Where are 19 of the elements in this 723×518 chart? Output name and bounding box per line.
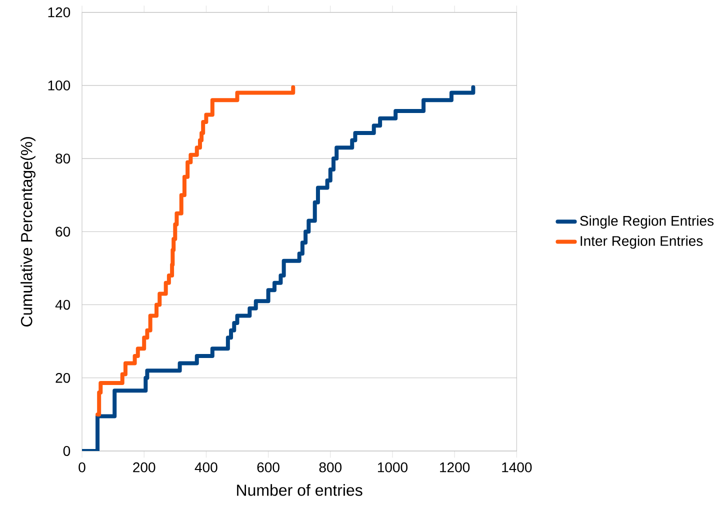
x-tick-label: 0: [78, 462, 86, 472]
y-tick-label: 100: [48, 80, 70, 90]
x-tick-label: 1000: [378, 462, 408, 472]
y-tick-label: 40: [55, 300, 70, 310]
x-tick-label: 1400: [502, 462, 532, 472]
y-tick-label: 80: [56, 154, 70, 164]
y-tick-label: 20: [56, 372, 70, 383]
x-tick-label: 200: [133, 462, 156, 472]
y-tick-label: 60: [56, 226, 70, 237]
x-tick-label: 600: [257, 462, 280, 472]
legend-label: Single Region Entries: [580, 216, 714, 229]
x-tick-label: 400: [194, 462, 218, 472]
legend-label: Inter Region Entries: [580, 236, 703, 249]
y-tick-label: 120: [48, 7, 70, 18]
x-tick-label: 800: [319, 462, 342, 472]
x-axis-title: Number of entries: [237, 484, 362, 496]
y-axis-title: Cumulative Percentage(%): [20, 137, 36, 326]
x-tick-label: 1200: [440, 462, 470, 472]
y-tick-label: 0: [63, 446, 70, 456]
